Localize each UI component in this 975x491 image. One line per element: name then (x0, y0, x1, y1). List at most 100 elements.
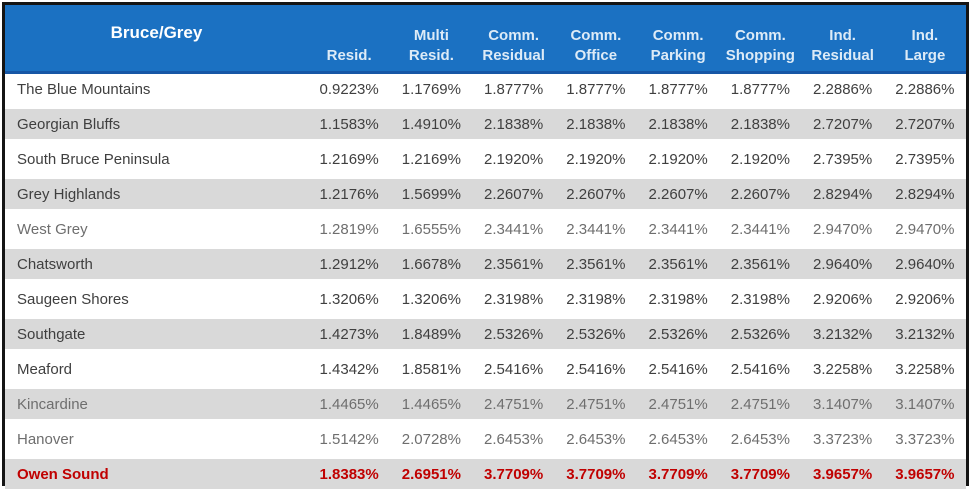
rate-cell: 2.5416% (719, 351, 802, 389)
table-title-bruce-grey: Bruce/Grey (5, 5, 308, 74)
municipality-name: South Bruce Peninsula (5, 141, 308, 179)
rate-cell: 2.3561% (472, 246, 555, 284)
rate-cell: 3.2258% (883, 351, 966, 389)
rate-cell: 2.9470% (883, 211, 966, 249)
rate-cell: 2.7207% (883, 106, 966, 144)
rate-cell: 1.4342% (308, 351, 391, 389)
rate-cell: 1.4465% (308, 386, 391, 424)
rate-cell: 2.1920% (719, 141, 802, 179)
rate-cell: 1.2169% (390, 141, 473, 179)
municipality-name: Chatsworth (5, 246, 308, 284)
rate-cell: 3.1407% (883, 386, 966, 424)
municipality-name: Saugeen Shores (5, 281, 308, 319)
rate-cell: 2.3441% (719, 211, 802, 249)
table-row: Georgian Bluffs 1.1583% 1.4910% 2.1838% 2.1… (5, 106, 966, 144)
rate-cell: 1.4465% (390, 386, 473, 424)
rate-cell: 2.2607% (554, 176, 637, 214)
table-body: The Blue Mountains 0.9223% 1.1769% 1.8777%… (5, 72, 966, 491)
rate-cell: 1.1769% (390, 72, 473, 109)
rate-cell: 2.1838% (719, 106, 802, 144)
rate-cell: 1.5699% (390, 176, 473, 214)
rate-cell: 2.9640% (883, 246, 966, 284)
header-row: Bruce/Grey Resid. Multi Resid. Comm. Res… (5, 5, 966, 74)
rate-cell: 1.3206% (390, 281, 473, 319)
rate-cell: 2.5326% (719, 316, 802, 354)
rate-cell: 2.1838% (472, 106, 555, 144)
rate-cell: 2.3441% (472, 211, 555, 249)
municipality-name: Southgate (5, 316, 308, 354)
column-header-ind-large: Ind. Large (883, 5, 966, 74)
rate-cell: 2.3561% (637, 246, 720, 284)
rate-cell: 2.6453% (554, 421, 637, 459)
rate-cell: 2.3198% (554, 281, 637, 319)
rate-cell: 2.6453% (637, 421, 720, 459)
tax-rate-table: Bruce/Grey Resid. Multi Resid. Comm. Res… (5, 5, 966, 491)
rate-cell: 2.9640% (801, 246, 884, 284)
rate-cell: 3.3723% (883, 421, 966, 459)
rate-cell: 2.6453% (719, 421, 802, 459)
column-header-comm-residual: Comm. Residual (472, 5, 555, 74)
rate-cell: 3.2132% (883, 316, 966, 354)
municipality-name: The Blue Mountains (5, 72, 308, 109)
rate-cell: 3.7709% (554, 456, 637, 491)
rate-cell: 2.3441% (554, 211, 637, 249)
rate-cell: 2.5416% (554, 351, 637, 389)
rate-cell: 2.5326% (637, 316, 720, 354)
rate-cell: 1.8777% (637, 72, 720, 109)
rate-cell: 2.5326% (554, 316, 637, 354)
rate-cell: 3.7709% (719, 456, 802, 491)
rate-cell: 1.8581% (390, 351, 473, 389)
municipality-name: Kincardine (5, 386, 308, 424)
rate-cell: 2.3198% (719, 281, 802, 319)
table-row: Southgate 1.4273% 1.8489% 2.5326% 2.5326% 2.… (5, 316, 966, 354)
rate-cell: 3.3723% (801, 421, 884, 459)
municipality-name: Grey Highlands (5, 176, 308, 214)
municipality-name: West Grey (5, 211, 308, 249)
rate-cell: 1.2176% (308, 176, 391, 214)
rate-cell: 1.8777% (554, 72, 637, 109)
municipality-name: Owen Sound (5, 456, 308, 491)
rate-cell: 1.8777% (719, 72, 802, 109)
rate-cell: 1.8383% (308, 456, 391, 491)
rate-cell: 2.7207% (801, 106, 884, 144)
rate-cell: 2.9206% (801, 281, 884, 319)
municipality-name: Hanover (5, 421, 308, 459)
rate-cell: 1.2819% (308, 211, 391, 249)
municipality-name: Meaford (5, 351, 308, 389)
rate-cell: 1.3206% (308, 281, 391, 319)
rate-cell: 3.2132% (801, 316, 884, 354)
rate-cell: 2.1920% (637, 141, 720, 179)
rate-cell: 2.2607% (637, 176, 720, 214)
rate-cell: 2.5416% (637, 351, 720, 389)
rate-cell: 1.5142% (308, 421, 391, 459)
rate-cell: 2.3198% (637, 281, 720, 319)
rate-cell: 2.3561% (554, 246, 637, 284)
table-row: Kincardine 1.4465% 1.4465% 2.4751% 2.4751% 2… (5, 386, 966, 424)
column-header-comm-shopping: Comm. Shopping (719, 5, 802, 74)
rate-cell: 0.9223% (308, 72, 391, 109)
rate-cell: 2.5416% (472, 351, 555, 389)
municipality-name: Georgian Bluffs (5, 106, 308, 144)
rate-cell: 2.4751% (472, 386, 555, 424)
rate-cell: 1.6555% (390, 211, 473, 249)
rate-cell: 2.1920% (472, 141, 555, 179)
rate-cell: 2.1920% (554, 141, 637, 179)
rate-cell: 3.9657% (801, 456, 884, 491)
rate-cell: 2.4751% (554, 386, 637, 424)
rate-cell: 1.8777% (472, 72, 555, 109)
rate-cell: 1.6678% (390, 246, 473, 284)
column-header-resid: Resid. (308, 5, 391, 74)
rate-cell: 2.3441% (637, 211, 720, 249)
rate-cell: 3.7709% (472, 456, 555, 491)
rate-cell: 2.3561% (719, 246, 802, 284)
rate-cell: 3.2258% (801, 351, 884, 389)
column-header-comm-office: Comm. Office (554, 5, 637, 74)
rate-cell: 1.4910% (390, 106, 473, 144)
rate-cell: 2.7395% (883, 141, 966, 179)
rate-cell: 1.8489% (390, 316, 473, 354)
table-row: Grey Highlands 1.2176% 1.5699% 2.2607% 2.26… (5, 176, 966, 214)
table-header: Bruce/Grey Resid. Multi Resid. Comm. Res… (5, 5, 966, 74)
table-row: Hanover 1.5142% 2.0728% 2.6453% 2.6453% 2.64… (5, 421, 966, 459)
rate-cell: 1.1583% (308, 106, 391, 144)
